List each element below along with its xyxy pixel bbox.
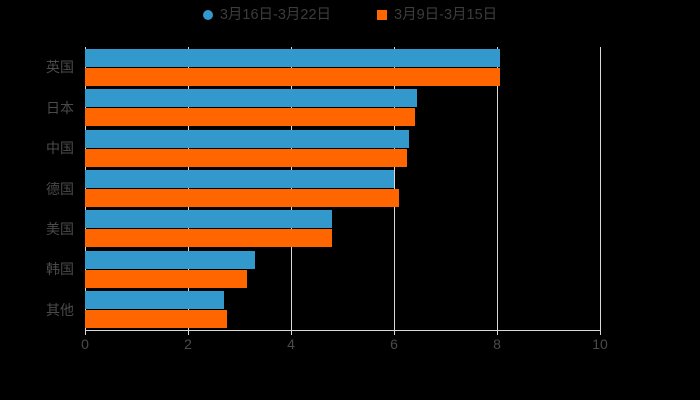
- x-axis-tick-label: 8: [493, 336, 501, 352]
- gridline: [600, 47, 601, 330]
- bar[interactable]: [85, 148, 407, 167]
- bar[interactable]: [85, 89, 418, 108]
- y-axis-label: 韩国: [46, 261, 74, 278]
- gridline: [291, 47, 292, 330]
- bar[interactable]: [85, 310, 227, 329]
- x-axis-tick-label: 2: [184, 336, 192, 352]
- x-axis-tick-mark: [85, 330, 86, 335]
- y-axis-label: 德国: [46, 180, 74, 197]
- gridline: [497, 47, 498, 330]
- bar[interactable]: [85, 210, 333, 229]
- bar[interactable]: [85, 291, 225, 310]
- x-axis-tick-label: 10: [592, 336, 608, 352]
- bar[interactable]: [85, 67, 500, 86]
- x-axis-tick-mark: [188, 330, 189, 335]
- bar[interactable]: [85, 229, 333, 248]
- bar[interactable]: [85, 48, 500, 67]
- bar[interactable]: [85, 108, 415, 127]
- x-axis-tick-mark: [291, 330, 292, 335]
- bar[interactable]: [85, 129, 410, 148]
- y-axis-label: 中国: [46, 140, 74, 157]
- x-axis-tick-label: 0: [81, 336, 89, 352]
- legend-entry-series-2[interactable]: 3月9日-3月15日: [377, 8, 497, 22]
- legend-label-series-2: 3月9日-3月15日: [394, 7, 498, 23]
- x-axis-tick-mark: [497, 330, 498, 335]
- x-axis-tick-mark: [600, 330, 601, 335]
- bar[interactable]: [85, 269, 248, 288]
- gridline: [85, 47, 86, 330]
- legend-dot-icon: [202, 10, 213, 20]
- x-axis-tick-label: 6: [390, 336, 398, 352]
- chart-legend: 3月16日-3月22日 3月9日-3月15日: [0, 8, 700, 22]
- bar[interactable]: [85, 170, 394, 188]
- gridline: [394, 47, 395, 330]
- x-axis-tick-label: 4: [287, 336, 295, 352]
- legend-square-icon: [377, 10, 388, 20]
- y-axis-label: 其他: [46, 301, 74, 318]
- gridline: [188, 47, 189, 330]
- plot-area: [85, 47, 601, 330]
- y-axis-label: 美国: [46, 220, 74, 237]
- legend-entry-series-1[interactable]: 3月16日-3月22日: [202, 7, 332, 23]
- y-axis-label: 英国: [46, 59, 74, 76]
- bar[interactable]: [85, 189, 400, 207]
- legend-label-series-1: 3月16日-3月22日: [219, 7, 332, 23]
- x-axis-line: [85, 330, 601, 331]
- y-axis-label: 日本: [46, 99, 74, 116]
- bar[interactable]: [85, 250, 255, 269]
- x-axis-tick-mark: [394, 330, 395, 335]
